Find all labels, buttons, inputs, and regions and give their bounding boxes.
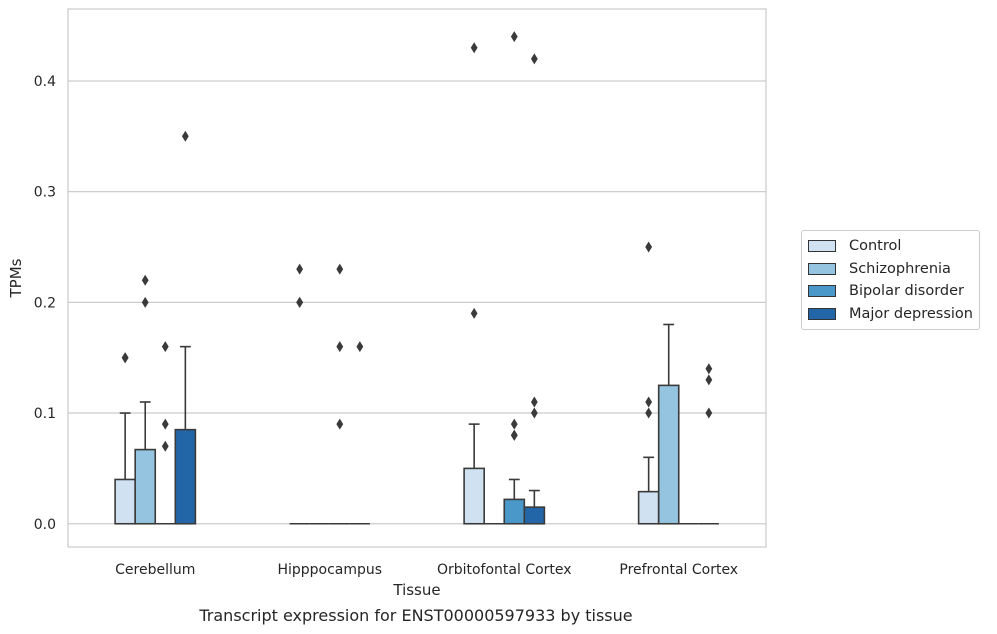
x-axis-label: Tissue: [392, 581, 440, 599]
outlier-point: [141, 274, 149, 286]
outlier-point: [161, 440, 169, 452]
outlier-point: [296, 296, 304, 308]
box-body: [114, 478, 136, 525]
legend-item: Bipolar disorder: [808, 280, 973, 303]
outlier-point: [530, 407, 538, 419]
y-tick-label: 0.3: [34, 185, 56, 201]
outlier-point: [645, 241, 653, 253]
x-tick-label: Orbitofontal Cortex: [437, 562, 572, 578]
legend-label: Major depression: [849, 305, 973, 322]
outlier-point: [161, 341, 169, 353]
legend-label: Control: [849, 238, 902, 255]
outlier-point: [336, 341, 344, 353]
y-tick-label: 0.2: [34, 295, 56, 311]
box-body: [523, 506, 546, 525]
outlier-point: [141, 296, 149, 308]
box-1-0: [289, 263, 310, 525]
x-tick-label: Prefrontal Cortex: [619, 562, 738, 578]
tick-labels: 0.0 0.1 0.2 0.3 0.4 Cerebellum Hipppocampus Orb…: [34, 74, 738, 578]
box-2-2: [503, 31, 526, 525]
box-2-3: [523, 53, 546, 525]
legend-item: Schizophrenia: [808, 258, 973, 281]
outlier-point: [645, 407, 653, 419]
legend: Control Schizophrenia Bipolar disorder Majo…: [801, 230, 980, 330]
boxes: [114, 31, 719, 525]
box-0-0: [114, 352, 136, 525]
outlier-point: [336, 418, 344, 430]
outlier-point: [296, 263, 304, 275]
box-1-2: [329, 263, 350, 525]
outlier-point: [470, 42, 478, 54]
box-0-1: [134, 274, 157, 525]
figure-caption: Transcript expression for ENST0000059793…: [199, 606, 633, 625]
box-2-0: [463, 42, 485, 525]
y-tick-label: 0.4: [34, 74, 56, 90]
box-body: [657, 384, 680, 525]
box-body: [463, 467, 485, 525]
y-tick-label: 0.0: [34, 517, 56, 533]
legend-swatch: [808, 262, 836, 275]
x-tick-label: Hipppocampus: [277, 562, 382, 578]
outlier-point: [356, 341, 364, 353]
outlier-point: [705, 374, 713, 386]
outlier-point: [510, 31, 518, 43]
legend-swatch: [808, 285, 836, 298]
outlier-point: [470, 307, 478, 319]
outlier-point: [530, 53, 538, 65]
legend-label: Schizophrenia: [849, 260, 951, 277]
outlier-point: [181, 130, 189, 142]
y-axis-label: TPMs: [7, 258, 25, 298]
outlier-point: [121, 352, 129, 364]
box-3-3: [698, 363, 719, 525]
legend-swatch: [808, 307, 836, 320]
box-3-1: [657, 323, 680, 525]
y-tick-label: 0.1: [34, 406, 56, 422]
legend-item: Control: [808, 235, 973, 258]
outlier-point: [510, 429, 518, 441]
outlier-point: [645, 396, 653, 408]
outlier-point: [510, 418, 518, 430]
x-tick-label: Cerebellum: [115, 562, 195, 578]
plot-frame: [67, 8, 767, 548]
legend-item: Major depression: [808, 303, 973, 326]
legend-label: Bipolar disorder: [849, 283, 964, 300]
outlier-point: [705, 363, 713, 375]
box-body: [134, 448, 157, 525]
box-3-0: [637, 241, 660, 525]
box-0-3: [174, 130, 197, 525]
outlier-point: [530, 396, 538, 408]
box-1-3: [349, 341, 370, 525]
box-body: [637, 490, 660, 525]
box-body: [503, 498, 526, 525]
box-body: [174, 428, 197, 525]
box-0-2: [155, 341, 176, 525]
outlier-point: [705, 407, 713, 419]
outlier-point: [336, 263, 344, 275]
legend-swatch: [808, 240, 836, 253]
outlier-point: [161, 418, 169, 430]
